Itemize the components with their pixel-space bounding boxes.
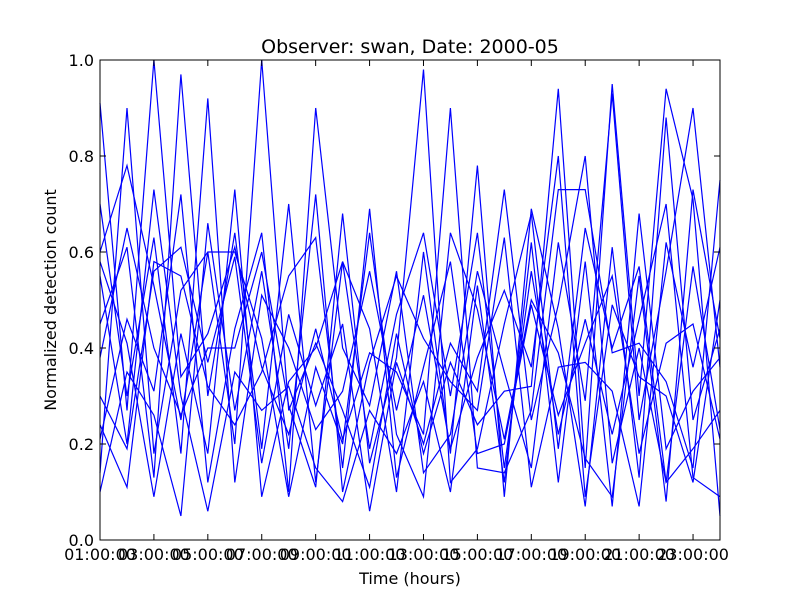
x-tick-label: 11:00:00: [334, 545, 406, 564]
x-axis: 01:00:0003:00:0005:00:0007:00:0009:00:00…: [64, 60, 729, 564]
y-tick-label: 1.0: [69, 51, 94, 70]
plot-frame: [99, 59, 721, 541]
x-tick-label: 15:00:00: [441, 545, 513, 564]
x-tick-label: 09:00:00: [280, 545, 352, 564]
series-line-8: [99, 194, 721, 517]
series-layer: [99, 59, 721, 517]
x-tick-label: 17:00:00: [495, 545, 567, 564]
series-line-7: [99, 155, 721, 512]
y-tick-label: 0.4: [69, 339, 94, 358]
x-tick-label: 07:00:00: [226, 545, 298, 564]
y-tick-label: 0.0: [69, 531, 94, 550]
y-tick-label: 0.8: [69, 147, 94, 166]
x-axis-title: Time (hours): [358, 569, 461, 588]
series-line-9: [99, 69, 721, 488]
x-tick-label: 23:00:00: [657, 545, 729, 564]
x-tick-label: 01:00:00: [64, 545, 136, 564]
series-line-11: [99, 208, 721, 490]
series-line-4: [99, 189, 721, 512]
series-line-10: [99, 98, 721, 497]
y-tick-label: 0.2: [69, 435, 94, 454]
chart-title: Observer: swan, Date: 2000-05: [261, 36, 559, 58]
y-axis: 0.0 0.2 0.4 0.6 0.8 1.0: [69, 51, 720, 550]
y-tick-label: 0.6: [69, 243, 94, 262]
y-axis-title: Normalized detection count: [41, 189, 60, 411]
series-line-2: [99, 59, 721, 517]
x-tick-label: 03:00:00: [118, 545, 190, 564]
series-line-12: [99, 189, 721, 498]
x-tick-label: 19:00:00: [549, 545, 621, 564]
x-tick-label: 21:00:00: [603, 545, 675, 564]
x-tick-label: 05:00:00: [172, 545, 244, 564]
x-tick-label: 13:00:00: [388, 545, 460, 564]
